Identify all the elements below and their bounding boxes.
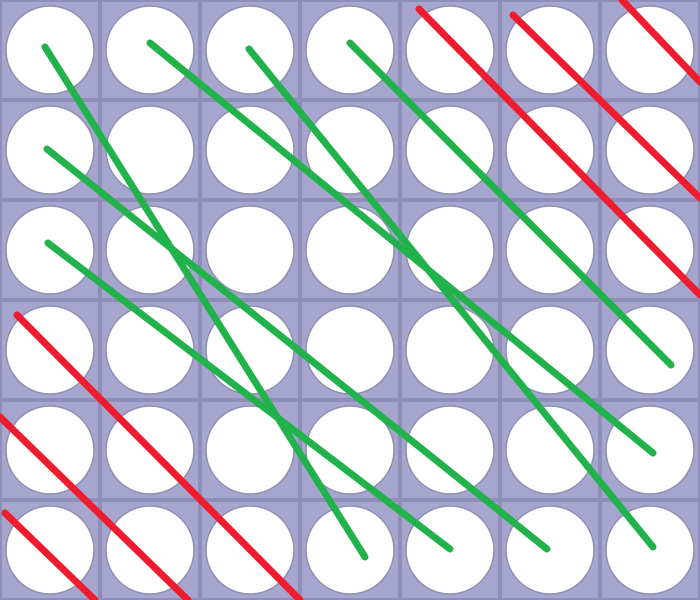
empty-slot[interactable] [606,306,694,394]
empty-slot[interactable] [606,6,694,94]
board-cell[interactable] [1,201,99,299]
empty-slot[interactable] [306,506,394,594]
board-cell[interactable] [301,301,399,399]
board-cell[interactable] [301,501,399,599]
empty-slot[interactable] [6,506,94,594]
board-cell[interactable] [401,1,499,99]
empty-slot[interactable] [606,506,694,594]
board-cell[interactable] [1,501,99,599]
empty-slot[interactable] [406,106,494,194]
empty-slot[interactable] [106,106,194,194]
board-cell[interactable] [301,1,399,99]
empty-slot[interactable] [406,6,494,94]
empty-slot[interactable] [6,406,94,494]
empty-slot[interactable] [106,506,194,594]
board-cell[interactable] [101,101,199,199]
board-cell[interactable] [401,401,499,499]
board-cell[interactable] [1,401,99,499]
board-cell[interactable] [501,201,599,299]
board-cell[interactable] [401,101,499,199]
empty-slot[interactable] [506,206,594,294]
board-cell[interactable] [301,101,399,199]
empty-slot[interactable] [406,306,494,394]
empty-slot[interactable] [506,106,594,194]
board-cell[interactable] [101,501,199,599]
empty-slot[interactable] [306,306,394,394]
board-cell[interactable] [501,101,599,199]
empty-slot[interactable] [106,6,194,94]
empty-slot[interactable] [406,206,494,294]
board-cell[interactable] [601,301,699,399]
board-cell[interactable] [101,1,199,99]
board-cell[interactable] [601,501,699,599]
empty-slot[interactable] [306,6,394,94]
board-cell[interactable] [601,1,699,99]
board-cell[interactable] [201,401,299,499]
empty-slot[interactable] [6,206,94,294]
empty-slot[interactable] [306,206,394,294]
board-cell[interactable] [501,301,599,399]
empty-slot[interactable] [206,206,294,294]
empty-slot[interactable] [606,206,694,294]
board-cell[interactable] [601,201,699,299]
